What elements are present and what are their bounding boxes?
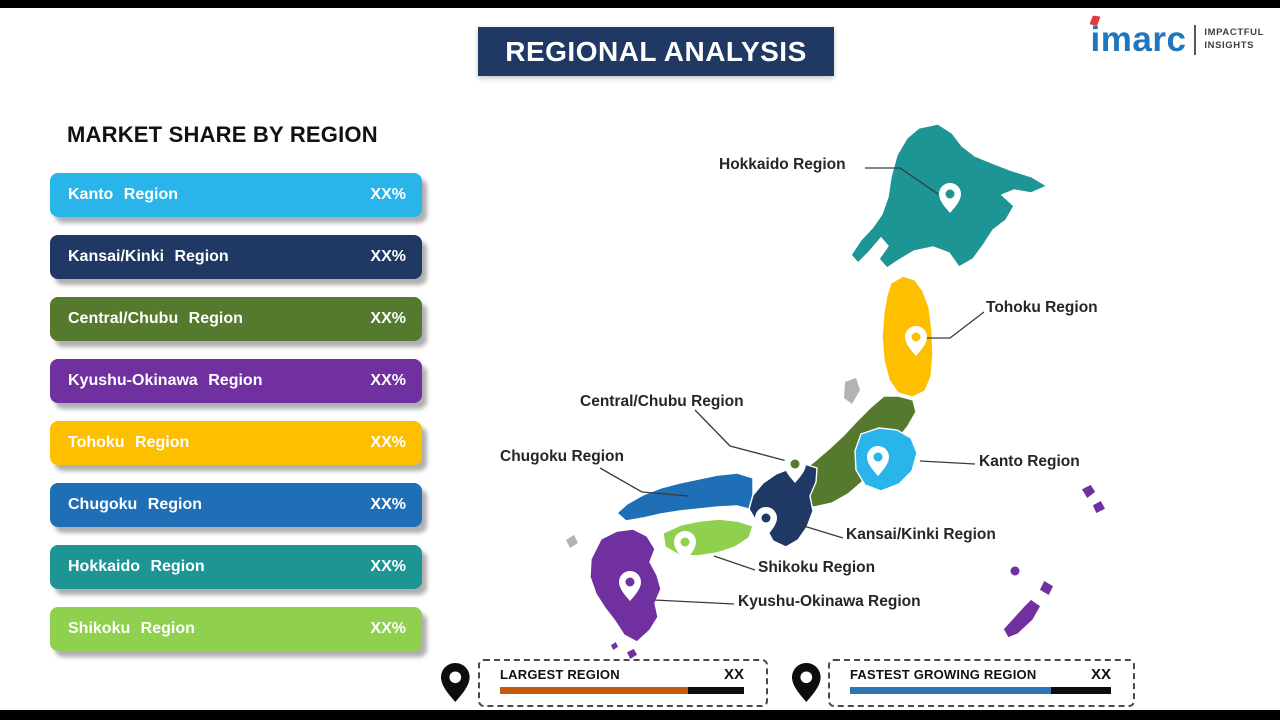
share-bar-label: Kanto Region xyxy=(68,186,178,203)
fastest-region-bar-main xyxy=(850,687,1051,694)
share-bar-value: XX% xyxy=(370,248,406,265)
imarc-brand-text: imarc xyxy=(1090,20,1187,59)
connector-tohoku xyxy=(926,311,985,339)
map-islet-tsushima xyxy=(566,535,578,548)
share-bar-label: Tohoku Region xyxy=(68,434,190,451)
share-bar-label: Shikoku Region xyxy=(68,620,195,637)
map-region-chubu xyxy=(785,395,917,508)
share-bar-value: XX% xyxy=(370,372,406,389)
connector-hokkaido xyxy=(865,167,939,195)
share-bar-label: Kansai/Kinki Region xyxy=(68,248,229,265)
map-island-sado xyxy=(844,378,860,404)
fastest-region-box: FASTEST GROWING REGION XX xyxy=(828,659,1135,707)
share-bar-kyushu: Kyushu-Okinawa Region XX% xyxy=(50,359,422,403)
map-islet-okinawa-2 xyxy=(1091,499,1107,515)
share-bar-value: XX% xyxy=(370,310,406,327)
share-bar-label: Hokkaido Region xyxy=(68,558,205,575)
connector-kanto xyxy=(919,460,976,465)
map-islet-kyushu-2 xyxy=(609,639,620,653)
logo-divider xyxy=(1194,24,1197,55)
map-islet-okinawa-3 xyxy=(1038,579,1055,597)
largest-region-label: LARGEST REGION xyxy=(500,667,620,682)
share-bar-label: Kyushu-Okinawa Region xyxy=(68,372,263,389)
map-pin-hokkaido xyxy=(939,183,961,213)
map-region-kansai xyxy=(748,463,818,548)
logo-tagline-line2: INSIGHTS xyxy=(1204,39,1255,51)
map-label-hokkaido: Hokkaido Region xyxy=(719,156,846,173)
fastest-region-label: FASTEST GROWING REGION xyxy=(850,667,1037,682)
share-bar-chubu: Central/Chubu Region XX% xyxy=(50,297,422,341)
page-title: REGIONAL ANALYSIS xyxy=(478,27,834,76)
connector-kyushu xyxy=(653,599,735,605)
connector-chugoku xyxy=(599,467,689,497)
map-pin-kyushu xyxy=(619,571,641,601)
map-islet-okinawa-1 xyxy=(1080,483,1097,501)
fastest-region-bar xyxy=(850,687,1111,694)
fastest-region-bar-end xyxy=(1050,687,1111,694)
map-label-tohoku: Tohoku Region xyxy=(986,299,1098,316)
largest-region-bar-main xyxy=(500,687,688,694)
map-pin-kansai xyxy=(755,507,777,537)
map-region-tohoku xyxy=(881,275,934,398)
share-bar-value: XX% xyxy=(370,558,406,575)
share-bar-kansai: Kansai/Kinki Region XX% xyxy=(50,235,422,279)
share-bar-value: XX% xyxy=(370,434,406,451)
fastest-region-pin-icon xyxy=(792,663,821,702)
top-border-strip xyxy=(0,0,1280,8)
map-region-hokkaido xyxy=(850,123,1049,269)
fastest-region-value: XX xyxy=(1090,666,1111,683)
share-bar-tohoku: Tohoku Region XX% xyxy=(50,421,422,465)
bottom-border-strip xyxy=(0,710,1280,720)
map-region-kanto xyxy=(854,427,918,492)
map-label-kansai: Kansai/Kinki Region xyxy=(846,526,996,543)
share-bar-label: Chugoku Region xyxy=(68,496,202,513)
market-share-list: Kanto Region XX% Kansai/Kinki Region XX%… xyxy=(50,173,422,651)
map-region-kyushu xyxy=(589,528,662,643)
map-label-chugoku: Chugoku Region xyxy=(500,448,624,465)
map-pin-chubu xyxy=(784,453,806,483)
map-pin-tohoku xyxy=(905,326,927,356)
imarc-logo: imarc IMPACTFUL INSIGHTS xyxy=(1088,15,1264,59)
share-bar-shikoku: Shikoku Region XX% xyxy=(50,607,422,651)
logo-tagline-line1: IMPACTFUL xyxy=(1204,27,1264,39)
map-pin-shikoku xyxy=(674,531,696,561)
share-bar-chugoku: Chugoku Region XX% xyxy=(50,483,422,527)
share-bar-hokkaido: Hokkaido Region XX% xyxy=(50,545,422,589)
largest-region-value: XX xyxy=(723,666,744,683)
connector-shikoku xyxy=(713,555,756,571)
share-bar-label: Central/Chubu Region xyxy=(68,310,243,327)
connector-chubu xyxy=(694,409,788,462)
map-label-kanto: Kanto Region xyxy=(979,453,1080,470)
share-bar-value: XX% xyxy=(370,186,406,203)
market-share-heading: MARKET SHARE BY REGION xyxy=(67,122,378,147)
map-pin-okinawa xyxy=(1004,560,1026,590)
logo-tagline: IMPACTFUL INSIGHTS xyxy=(1204,27,1264,52)
map-label-shikoku: Shikoku Region xyxy=(758,559,876,576)
map-region-shikoku xyxy=(662,518,754,557)
map-label-kyushu: Kyushu-Okinawa Region xyxy=(738,593,921,610)
map-island-okinawa-main xyxy=(1002,598,1042,639)
share-bar-value: XX% xyxy=(370,496,406,513)
largest-region-bar xyxy=(500,687,744,694)
largest-region-pin-icon xyxy=(441,663,470,702)
map-region-chugoku xyxy=(615,472,754,522)
share-bar-value: XX% xyxy=(370,620,406,637)
share-bar-kanto: Kanto Region XX% xyxy=(50,173,422,217)
largest-region-bar-end xyxy=(687,687,744,694)
map-label-chubu: Central/Chubu Region xyxy=(580,393,744,410)
map-pin-kanto xyxy=(867,446,889,476)
connector-kansai xyxy=(793,522,844,539)
largest-region-box: LARGEST REGION XX xyxy=(478,659,768,707)
imarc-wordmark: imarc xyxy=(1088,15,1187,59)
